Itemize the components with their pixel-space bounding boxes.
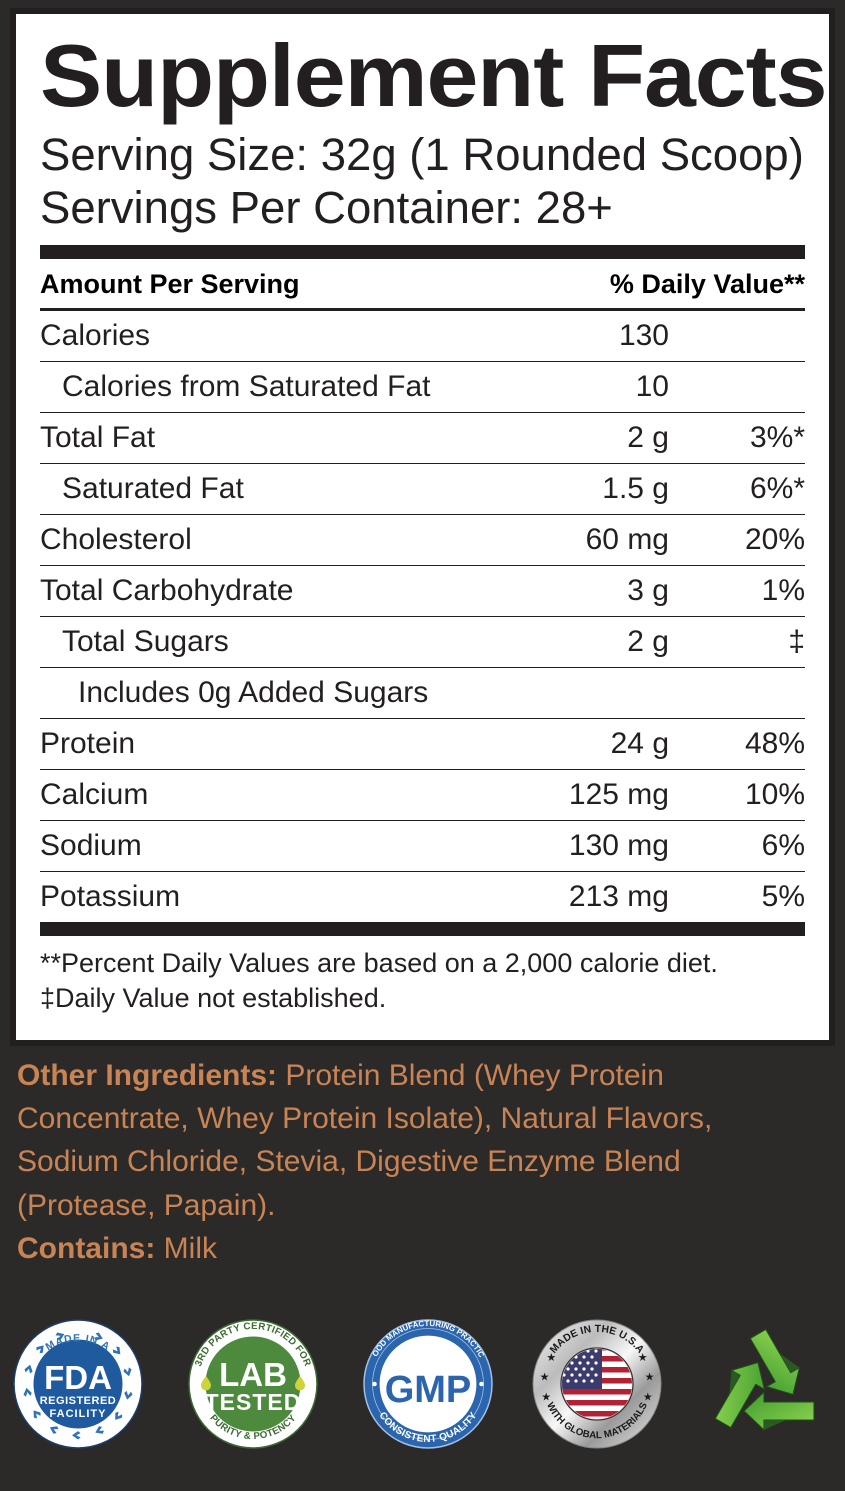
svg-text:★: ★ — [645, 1372, 655, 1384]
svg-text:GMP: GMP — [385, 1369, 472, 1411]
svg-text:REGISTERED: REGISTERED — [40, 1395, 117, 1407]
svg-text:FDA: FDA — [44, 1359, 112, 1396]
svg-text:LAB: LAB — [219, 1356, 287, 1393]
svg-text:FACILITY: FACILITY — [50, 1408, 107, 1420]
svg-text:★: ★ — [541, 1392, 551, 1404]
svg-text:★: ★ — [540, 1372, 550, 1384]
svg-text:TESTED: TESTED — [205, 1389, 302, 1415]
svg-text:★: ★ — [643, 1392, 653, 1404]
